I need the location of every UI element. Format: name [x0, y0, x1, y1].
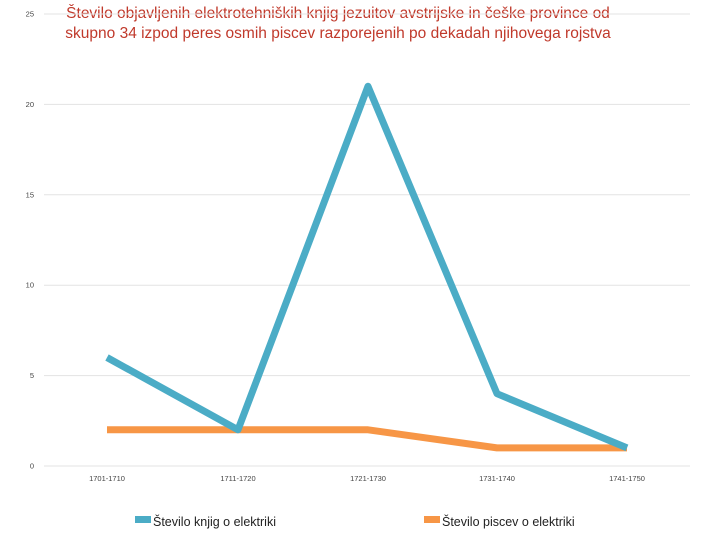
- gridlines: [44, 13, 690, 467]
- legend-swatch-0: [135, 516, 151, 523]
- y-tick-label: 10: [26, 281, 34, 290]
- legend-label-0: Število knjig o elektriki: [153, 514, 276, 529]
- x-tick-label: 1741-1750: [609, 474, 645, 483]
- legend-swatch-1: [424, 516, 440, 523]
- x-tick-label: 1711-1720: [220, 474, 255, 483]
- series-line-0: [105, 82, 629, 452]
- series-lines: [105, 82, 629, 452]
- y-tick-label: 0: [30, 462, 34, 471]
- y-tick-label: 15: [26, 190, 34, 199]
- y-tick-label: 5: [30, 371, 34, 380]
- y-tick-label: 20: [26, 100, 34, 109]
- chart-title-line-2: skupno 34 izpod peres osmih piscev razpo…: [65, 25, 611, 42]
- legend: Število knjig o elektriki Število piscev …: [135, 514, 575, 529]
- legend-label-1: Število piscev o elektriki: [442, 514, 575, 529]
- x-tick-label: 1731-1740: [479, 474, 515, 483]
- y-axis-tick-labels: 0 5 10 15 20 25: [26, 10, 34, 471]
- chart-title: Število objavljenih elektrotehniških knj…: [65, 5, 611, 42]
- y-tick-label: 25: [26, 10, 34, 19]
- x-tick-label: 1721-1730: [350, 474, 386, 483]
- x-tick-label: 1701-1710: [89, 474, 125, 483]
- x-axis-tick-labels: 1701-1710 1711-1720 1721-1730 1731-1740 1741…: [89, 474, 645, 483]
- series-line-1: [107, 426, 627, 452]
